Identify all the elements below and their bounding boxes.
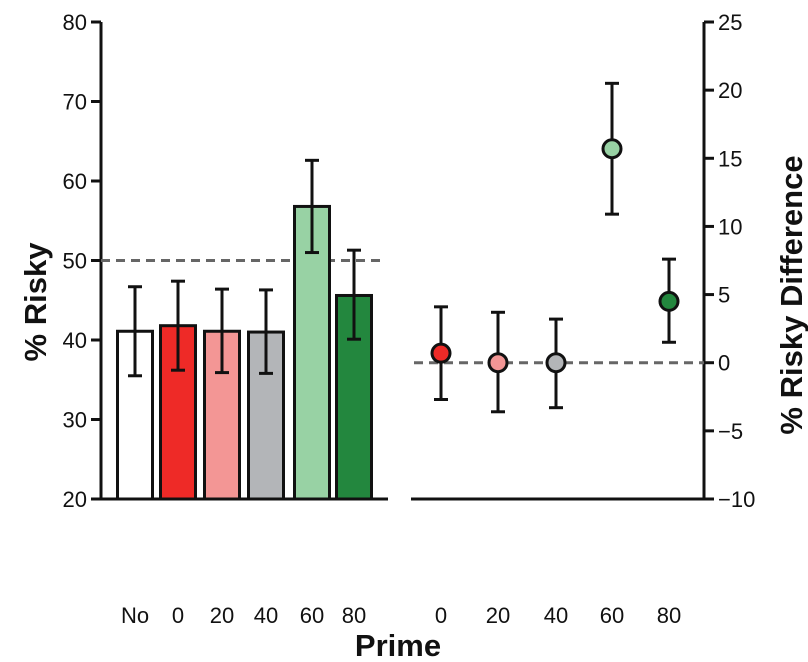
- right-y-axis-title: % Risky Difference: [774, 155, 808, 434]
- right-y-tick-label: −10: [718, 487, 755, 512]
- right-y-tick-label: 20: [718, 78, 742, 103]
- right-y-tick-label: 0: [718, 351, 730, 376]
- right-x-tick-label: 80: [657, 603, 681, 628]
- right-x-tick-label: 40: [544, 603, 568, 628]
- right-panel-points: 0 20 40 60 80: [414, 81, 704, 628]
- left-x-tick-label: 60: [300, 603, 324, 628]
- left-x-tick-label: 40: [254, 603, 278, 628]
- left-y-tick-label: 70: [63, 90, 87, 115]
- right-x-tick-label: 60: [600, 603, 624, 628]
- right-y-tick-label: 10: [718, 214, 742, 239]
- left-y-tick-label: 50: [63, 249, 87, 274]
- left-y-tick-label: 30: [63, 408, 87, 433]
- point-0: [430, 342, 452, 364]
- right-y-tick-label: 15: [718, 146, 742, 171]
- left-x-tick-label: 80: [342, 603, 366, 628]
- right-y-axis: −10 −5 0 5 10 15 20 25: [411, 10, 755, 512]
- point-40: [545, 352, 567, 374]
- right-x-tick-label: 20: [486, 603, 510, 628]
- point-60: [601, 138, 623, 160]
- left-panel-bars: No 0 20 40 60 80: [101, 158, 382, 628]
- x-axis-title: Prime: [355, 628, 441, 662]
- left-y-tick-label: 60: [63, 169, 87, 194]
- left-y-axis: 20 30 40 50 60 70 80: [63, 10, 388, 512]
- left-y-tick-label: 80: [63, 10, 87, 35]
- left-x-tick-label: 20: [210, 603, 234, 628]
- bar-60: [293, 204, 331, 501]
- right-y-tick-label: 5: [718, 283, 730, 308]
- left-y-tick-label: 40: [63, 328, 87, 353]
- left-x-tick-label: 0: [172, 603, 184, 628]
- point-80: [658, 290, 680, 312]
- right-y-tick-label: −5: [718, 419, 743, 444]
- point-20: [487, 352, 509, 374]
- left-y-axis-title: % Risky: [18, 242, 53, 362]
- right-y-tick-label: 25: [718, 10, 742, 35]
- left-x-tick-label: No: [121, 603, 149, 628]
- right-x-tick-label: 0: [435, 603, 447, 628]
- left-y-tick-label: 20: [63, 487, 87, 512]
